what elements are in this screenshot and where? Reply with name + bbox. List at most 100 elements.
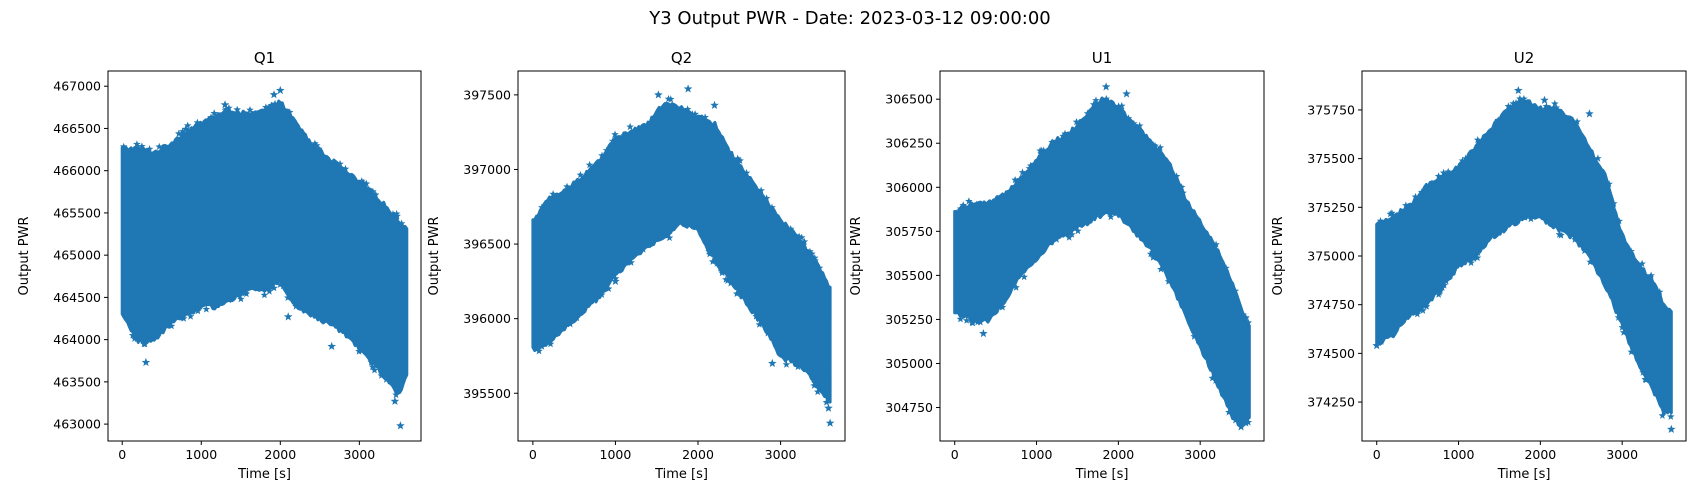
subplot-q2: Q2 0 1000 2000 3000 395500 396000 396500 397000 3… xyxy=(427,49,846,482)
data-point xyxy=(292,302,300,310)
data-point xyxy=(1402,201,1410,209)
y-tick-label: 396500 xyxy=(463,237,511,252)
figure-title: Y3 Output PWR - Date: 2023-03-12 09:00:0… xyxy=(648,8,1051,29)
data-point xyxy=(757,186,765,194)
data-point xyxy=(186,312,195,320)
data-point xyxy=(145,145,154,153)
x-tick-label: 3000 xyxy=(1606,447,1638,462)
y-tick-label: 374500 xyxy=(1307,346,1355,361)
outlier-point xyxy=(1540,95,1549,104)
y-tick-label: 463000 xyxy=(53,417,101,432)
data-point xyxy=(1436,286,1445,294)
data-point xyxy=(811,256,819,264)
data-point xyxy=(1413,310,1422,318)
data-point xyxy=(546,340,555,348)
data-point xyxy=(1244,418,1253,426)
data-point xyxy=(564,185,573,193)
outlier-point xyxy=(683,84,693,93)
outlier-point xyxy=(1372,341,1381,350)
data-point xyxy=(1434,172,1443,180)
data-point xyxy=(140,340,148,348)
data-cloud xyxy=(1375,97,1673,416)
data-point xyxy=(181,125,190,133)
data-point xyxy=(1509,99,1518,107)
data-point xyxy=(576,171,585,179)
data-point xyxy=(1149,253,1157,261)
data-point xyxy=(1446,271,1454,279)
data-point xyxy=(1474,248,1482,256)
data-point xyxy=(1580,246,1589,255)
data-point xyxy=(611,130,619,138)
data-point xyxy=(1516,94,1524,102)
data-point xyxy=(1130,119,1138,127)
data-point xyxy=(822,398,831,406)
data-point xyxy=(705,250,714,258)
data-point xyxy=(1506,103,1514,111)
x-tick-label: 1000 xyxy=(1443,447,1475,462)
data-point xyxy=(382,375,391,383)
outlier-point xyxy=(1514,86,1523,95)
data-point xyxy=(549,190,557,198)
x-tick-label: 2000 xyxy=(682,447,714,462)
data-point xyxy=(1439,168,1448,177)
data-point xyxy=(1473,253,1482,262)
data-point xyxy=(755,320,764,328)
data-point xyxy=(956,315,965,323)
data-point xyxy=(1208,374,1217,382)
y-tick-label: 305500 xyxy=(885,268,933,283)
x-tick-label: 2000 xyxy=(1524,447,1556,462)
outlier-point xyxy=(220,100,230,109)
data-point xyxy=(389,210,397,218)
x-tick-label: 1000 xyxy=(600,447,632,462)
data-point xyxy=(1594,154,1602,162)
data-point xyxy=(1440,281,1448,289)
y-tick-label: 375000 xyxy=(1307,249,1355,264)
data-point xyxy=(1444,167,1452,176)
data-point xyxy=(1461,154,1470,162)
y-axis-label: Output PWR xyxy=(849,216,864,295)
outlier-point xyxy=(611,276,620,285)
data-point xyxy=(265,287,274,295)
outlier-point xyxy=(276,85,285,95)
data-point xyxy=(183,121,192,129)
data-point xyxy=(620,131,629,139)
data-point xyxy=(1410,308,1418,316)
data-point xyxy=(392,209,401,218)
y-tick-label: 306500 xyxy=(885,92,933,107)
data-point xyxy=(1011,176,1019,184)
x-tick-label: 3000 xyxy=(343,447,375,462)
axes-frame xyxy=(939,70,1265,442)
data-point xyxy=(1242,419,1250,427)
data-point xyxy=(1419,306,1427,314)
data-point xyxy=(1458,156,1467,164)
data-point xyxy=(284,293,292,301)
data-point xyxy=(683,105,692,113)
data-point xyxy=(1157,265,1165,273)
data-point xyxy=(285,108,294,116)
data-point xyxy=(976,318,985,326)
y-tick-label: 306000 xyxy=(885,180,933,195)
data-point xyxy=(341,164,350,173)
data-point xyxy=(1551,99,1559,107)
data-point xyxy=(276,280,284,288)
y-tick-label: 375250 xyxy=(1307,200,1355,215)
x-axis-label: Time [s] xyxy=(237,467,291,482)
data-point xyxy=(1442,277,1450,285)
data-point xyxy=(609,137,617,145)
data-point xyxy=(1376,217,1385,225)
data-point xyxy=(666,95,675,103)
data-point xyxy=(1545,105,1553,113)
data-point xyxy=(794,362,802,371)
x-tick-label: 0 xyxy=(529,447,537,462)
data-point xyxy=(733,154,742,162)
outlier-point xyxy=(141,357,151,367)
x-tick-label: 1000 xyxy=(1021,447,1053,462)
data-point xyxy=(764,329,772,337)
data-point xyxy=(355,347,363,355)
data-point xyxy=(1052,137,1061,145)
data-point xyxy=(357,177,366,185)
data-point xyxy=(202,305,211,313)
data-point xyxy=(1135,121,1144,130)
data-point xyxy=(1573,117,1581,125)
data-point xyxy=(956,206,965,214)
